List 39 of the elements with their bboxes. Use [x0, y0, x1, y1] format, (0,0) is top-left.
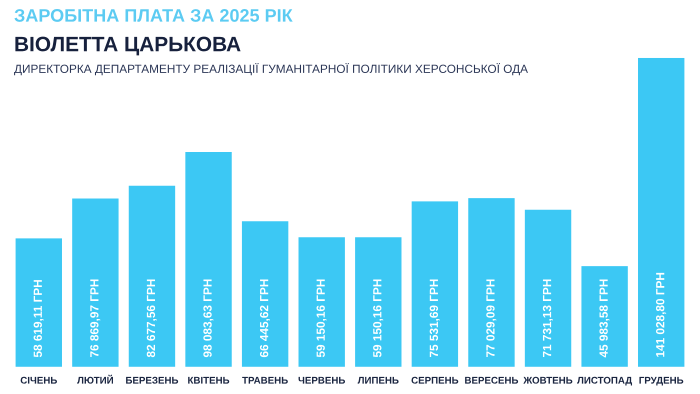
- data-label: 77 029,09 ГРН: [486, 279, 496, 358]
- data-label: 82 677,56 ГРН: [146, 279, 157, 358]
- x-tick-label: ВЕРЕСЕНЬ: [465, 376, 518, 384]
- x-tick-label: СІЧЕНЬ: [20, 376, 57, 384]
- chart-subtitle: ВІОЛЕТТА ЦАРЬКОВА: [15, 36, 241, 56]
- x-tick-label: ЖОВТЕНЬ: [523, 376, 572, 384]
- data-label: 66 445,62 ГРН: [260, 279, 270, 358]
- bar: [581, 266, 628, 367]
- data-label: 71 731,13 ГРН: [542, 279, 553, 358]
- bar: [185, 152, 232, 367]
- data-label: 141 028,80 ГРН: [656, 272, 666, 357]
- bar: [16, 238, 62, 367]
- annotation: ДИРЕКТОРКА ДЕПАРТАМЕНТУ РЕАЛІЗАЦІЇ ГУМАНІТАРНОЇ ПОЛІТИКИ ХЕРСОНСЬКОЇ ОДА: [14, 63, 528, 76]
- bar: [638, 58, 684, 367]
- bar: [128, 186, 176, 367]
- data-label: 76 869,97 ГРН: [90, 279, 100, 358]
- data-label: 98 083,63 ГРН: [203, 279, 214, 358]
- x-tick-label: ГРУДЕНЬ: [639, 376, 684, 386]
- data-label: 59 150,16 ГРН: [373, 279, 384, 358]
- bar: [412, 201, 458, 367]
- x-tick-label: КВІТЕНЬ: [188, 376, 230, 384]
- x-tick-label: ЛИСТОПАД: [577, 376, 632, 386]
- chart-title: ЗАРОБІТНА ПЛАТА ЗА 2025 РІК: [14, 9, 293, 22]
- data-label: 59 150,16 ГРН: [316, 279, 327, 358]
- bar: [242, 221, 288, 367]
- bar: [524, 210, 572, 367]
- data-label: 75 531,69 ГРН: [430, 279, 440, 358]
- x-tick-label: ЧЕРВЕНЬ: [298, 376, 346, 384]
- bar: [298, 237, 345, 367]
- bar: [72, 198, 119, 367]
- x-tick-label: ЛИПЕНЬ: [358, 376, 399, 384]
- x-tick-label: БЕРЕЗЕНЬ: [126, 376, 178, 384]
- bar: [468, 198, 515, 367]
- bar: [355, 237, 402, 367]
- x-tick-label: СЕРПЕНЬ: [412, 376, 458, 384]
- x-tick-label: ЛЮТИЙ: [77, 374, 113, 384]
- data-label: 58 619,11 ГРН: [34, 280, 44, 358]
- x-tick-label: ТРАВЕНЬ: [242, 376, 288, 384]
- data-label: 45 983,58 ГРН: [599, 279, 610, 358]
